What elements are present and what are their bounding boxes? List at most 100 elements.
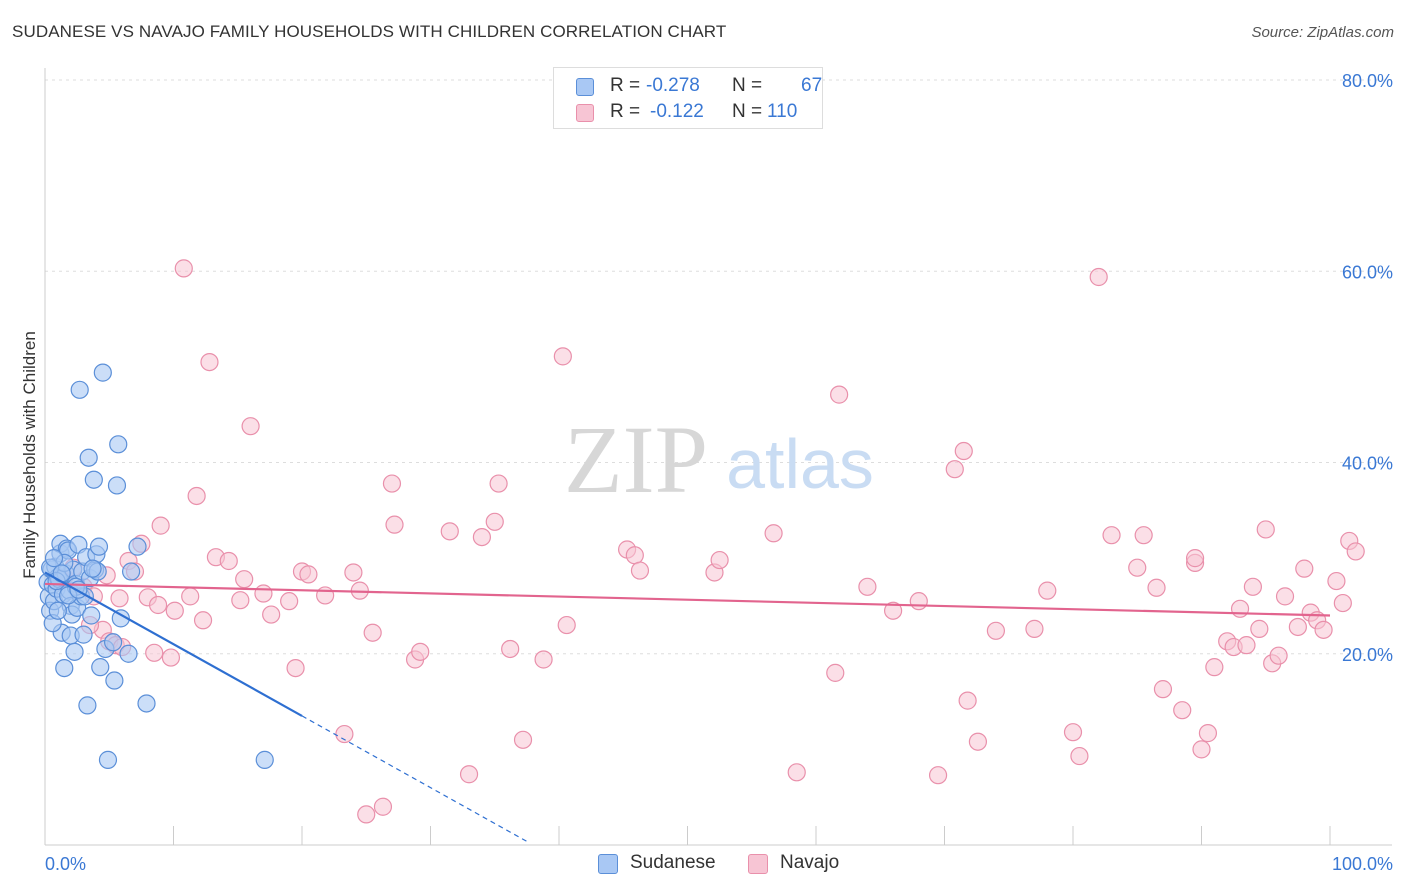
navajo-point [148,595,168,615]
navajo-point [1089,267,1108,287]
sudanese-point [70,380,89,399]
legend-r-value: -0.122 [650,101,704,122]
legend-n-value: 67 [801,75,823,96]
sudanese-point [98,750,118,769]
navajo-point [513,730,533,749]
sudanese-point [104,633,123,652]
navajo-point [1327,571,1346,591]
navajo-point [1147,578,1166,597]
navajo-point [1269,646,1288,665]
watermark: ZIP atlas [564,406,874,513]
navajo-point [489,474,508,493]
watermark-atlas: atlas [726,425,874,503]
legend-swatch-navajo [576,104,594,122]
navajo-point [968,732,988,751]
navajo-point [883,601,903,620]
y-tick-label: 60.0% [1342,262,1393,282]
navajo-point [219,551,238,571]
sudanese-point [83,559,102,578]
navajo-trendline [44,582,1331,617]
sudanese-point [44,549,64,568]
navajo-point [1153,680,1173,699]
navajo-point [1346,542,1365,561]
navajo-point [630,561,650,580]
sudanese-point [107,476,127,495]
navajo-point [986,621,1006,640]
navajo-point [1275,587,1295,606]
sudanese-point [91,658,110,677]
navajo-point [1288,617,1307,637]
legend-r-value: -0.278 [646,75,700,96]
navajo-point [553,347,572,366]
navajo-point [534,650,553,669]
sudanese-point [65,642,84,661]
sudanese-point [255,750,274,769]
navajo-point [254,584,273,603]
sudanese-point [119,644,138,663]
navajo-point [958,691,977,710]
bottom-legend-swatch-navajo [748,854,768,874]
legend-n-label: N = [732,101,763,122]
axes [44,68,1392,846]
sudanese-point [128,537,147,556]
legend-n-value: 110 [767,101,798,122]
sudanese-point [89,537,109,556]
sudanese-point [105,671,124,690]
navajo-point [928,766,948,785]
navajo-point [161,648,181,667]
navajo-point [1205,658,1224,677]
sudanese-point [93,363,112,382]
navajo-points [55,259,1365,824]
navajo-point [110,589,129,608]
sudanese-point [84,470,103,489]
navajo-point [200,352,219,372]
navajo-point [1295,559,1314,578]
chart-title: SUDANESE VS NAVAJO FAMILY HOUSEHOLDS WIT… [12,22,727,41]
navajo-point [1237,636,1256,655]
navajo-point [787,763,806,782]
y-tick-label: 40.0% [1342,454,1393,474]
navajo-point [316,586,335,605]
navajo-point [1198,724,1218,743]
navajo-point [1038,581,1057,600]
navajo-point [472,527,491,547]
navajo-point [373,797,393,816]
navajo-point [557,615,576,635]
trendlines [44,571,1331,842]
navajo-point [830,385,849,404]
navajo-point [1134,526,1153,545]
sudanese-point [82,606,101,625]
sudanese-point [48,601,67,620]
navajo-point [764,524,783,543]
navajo-point [174,259,193,278]
watermark-zip: ZIP [564,406,708,513]
sudanese-point [55,658,74,678]
navajo-point [280,592,299,611]
navajo-point [193,611,213,630]
navajo-point [382,474,402,493]
navajo-point [501,639,520,659]
legend-swatch-sudanese [576,78,594,96]
navajo-point [286,658,305,678]
bottom-legend-swatch-sudanese [598,854,618,874]
grid-lines [45,79,1392,655]
navajo-point [165,601,184,620]
sudanese-point [109,435,128,454]
navajo-point [625,546,644,565]
navajo-point [1256,520,1275,539]
navajo-point [1230,599,1250,618]
navajo-point [385,515,404,534]
navajo-point [357,805,376,824]
navajo-point [241,417,260,436]
sudanese-trendline-extension [301,715,528,842]
navajo-point [459,765,479,784]
navajo-point [710,550,729,570]
navajo-point [1102,526,1121,545]
sudanese-point [121,562,141,581]
navajo-point [485,512,504,531]
sudanese-point [79,448,98,467]
navajo-point [151,516,170,535]
navajo-point [858,577,877,596]
x-tick-label: 100.0% [1332,854,1393,874]
